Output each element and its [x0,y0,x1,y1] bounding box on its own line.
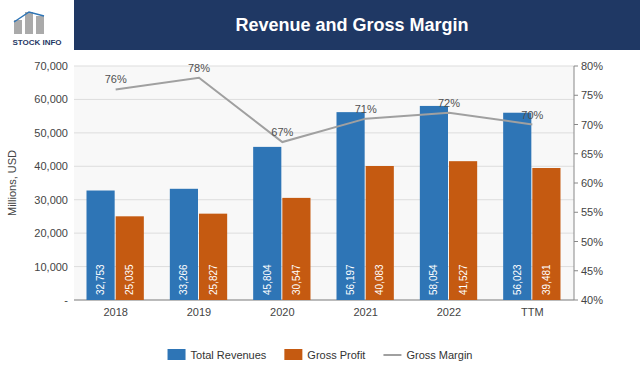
tick-mark [574,153,578,154]
tick-mark [574,241,578,242]
logo-icon [14,12,44,22]
tick-label: 55% [581,206,603,218]
logo-icon [25,12,33,34]
data-label: 30,547 [291,264,302,295]
background [0,0,640,369]
data-label: 58,054 [428,264,439,295]
data-label: 76% [105,73,127,85]
tick-label: 65% [581,148,603,160]
tick-label: 2020 [270,306,294,318]
tick-label: 50% [581,236,603,248]
data-label: 40,083 [374,264,385,295]
tick-label: - [64,294,68,306]
legend-label: Total Revenues [191,349,267,361]
legend-swatch [284,349,302,360]
tick-label: 70% [581,119,603,131]
chart: Revenue and Gross Margin STOCK INFO - 10,00… [0,0,640,369]
data-label: 56,197 [345,264,356,295]
data-label: 45,804 [262,264,273,295]
bar [337,112,365,300]
tick-mark [574,270,578,271]
data-label: 71% [355,103,377,115]
grid-line [74,132,574,133]
tick-mark [574,183,578,184]
tick-label: 10,000 [34,261,68,273]
tick-label: TTM [521,306,544,318]
marks [87,78,561,300]
line [116,78,533,142]
data-label: 56,023 [512,264,523,295]
tick-mark [574,66,578,67]
bar [253,147,281,300]
legend-swatch [383,354,401,356]
tick-label: 60% [581,177,603,189]
bar [366,166,394,300]
grid-line [74,166,574,167]
tick-label: 2018 [103,306,127,318]
data-label: 32,753 [95,264,106,295]
bar [503,113,531,300]
bar [199,214,227,300]
tick-label: 20,000 [34,227,68,239]
tick-mark [574,95,578,96]
bar [116,216,144,300]
grid-line [74,233,574,234]
data-label: 25,827 [208,264,219,295]
legend-label: Gross Margin [406,349,472,361]
tick-label: 75% [581,89,603,101]
grid-line [74,66,574,67]
axes: - 10,000 20,000 30,000 40,000 50,000 60,000 70,… [34,60,603,318]
bar [420,106,448,300]
legend-item: Gross Margin [383,349,472,361]
tick-label: 2019 [187,306,211,318]
bar [282,198,310,300]
tick-label: 70,000 [34,60,68,72]
tick-label: 40,000 [34,160,68,172]
data-labels: 32,753 33,266 45,804 56,197 58,054 56,023 25,0… [95,62,552,295]
legend-label: Gross Profit [307,349,365,361]
tick-label: 60,000 [34,93,68,105]
grid-line [74,99,574,100]
logo: STOCK INFO [0,0,74,50]
data-label: 70% [521,109,543,121]
legend-item: Total Revenues [168,349,267,361]
tick-mark [574,300,578,301]
data-label: 33,266 [178,264,189,295]
tick-label: 2022 [437,306,461,318]
y2-axis [574,66,575,300]
data-label: 25,035 [124,264,135,295]
tick-mark [574,212,578,213]
data-label: 78% [188,62,210,74]
bar [532,168,560,300]
header [0,0,640,50]
x-axis [74,300,574,301]
title: Revenue and Gross Margin [235,15,468,35]
logo-box [0,0,74,50]
logo-icon [36,16,44,34]
bar [170,189,198,300]
data-label: 41,527 [458,264,469,295]
legend-swatch [168,349,186,360]
plot-area [74,66,574,300]
legend-item: Gross Profit [284,349,365,361]
tick-label: 45% [581,265,603,277]
tick-label: 2021 [353,306,377,318]
tick-label: 40% [581,294,603,306]
annotation: STOCK INFO [12,38,61,47]
tick-label: 50,000 [34,127,68,139]
bar [87,191,115,300]
tick-mark [574,124,578,125]
legend: Total Revenues Gross Profit Gross Margin [168,349,473,361]
tick-label: 80% [581,60,603,72]
grid-line [74,266,574,267]
axis-label: Millions, USD [6,150,18,216]
bar [449,161,477,300]
data-label: 72% [438,97,460,109]
data-label: 67% [271,126,293,138]
tick-label: 30,000 [34,194,68,206]
data-label: 39,481 [541,264,552,295]
grid-line [74,300,574,301]
grid-line [74,199,574,200]
